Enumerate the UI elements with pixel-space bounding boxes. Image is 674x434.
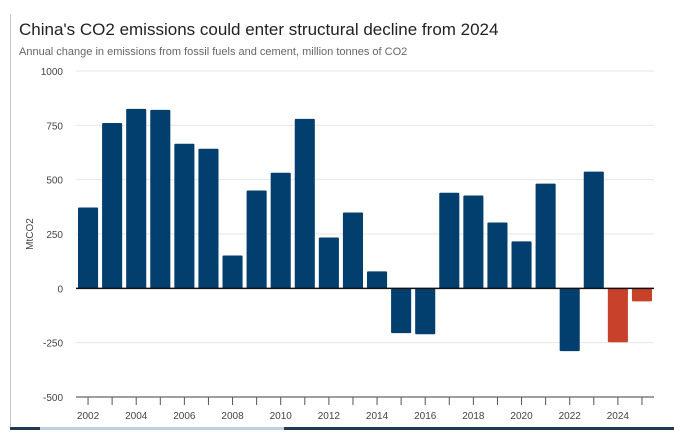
bar-2005 [150,109,171,289]
y-tick-label: 250 [46,230,63,241]
y-tick-label: 0 [57,284,63,295]
bar-2017 [439,192,460,289]
bar-2008 [222,255,243,289]
bar-2012 [318,237,339,289]
bar-2018 [463,195,484,289]
x-tick-label: 2020 [510,411,533,422]
bar-2003 [102,122,123,289]
y-tick-label: -500 [43,393,63,404]
bar-2007 [198,148,219,289]
y-tick-label: 500 [46,176,63,187]
x-tick-label: 2012 [318,411,341,422]
bar-2022 [559,288,580,352]
bar-2024 [607,288,628,343]
chart-subtitle: Annual change in emissions from fossil f… [19,46,408,58]
bar-2002 [78,207,99,289]
bar-2015 [391,288,412,334]
x-tick-label: 2006 [173,411,196,422]
bottom-bar-highlight [40,427,284,430]
y-tick-label: 750 [46,121,63,132]
bar-2025 [631,288,652,302]
y-tick-label: 1000 [41,67,64,78]
x-tick-label: 2008 [221,411,244,422]
x-tick-label: 2004 [125,411,148,422]
left-border [10,14,11,428]
x-tick-label: 2022 [559,411,582,422]
x-tick-label: 2002 [77,411,100,422]
x-tick-label: 2018 [462,411,485,422]
bar-2009 [246,190,267,289]
bar-2006 [174,143,195,289]
bar-2004 [126,108,147,289]
bar-2023 [583,171,604,289]
bar-2016 [415,288,436,335]
bar-2011 [294,118,315,289]
bar-2019 [487,222,508,289]
x-tick-label: 2014 [366,411,389,422]
bottom-bar [10,427,674,430]
bar-2014 [367,271,388,289]
x-tick-label: 2024 [607,411,630,422]
x-tick-label: 2010 [270,411,293,422]
bar-2020 [511,241,532,289]
chart-title: China's CO2 emissions could enter struct… [19,20,499,39]
bar-2010 [270,172,291,289]
bar-2021 [535,183,556,289]
bar-2013 [342,212,363,289]
y-axis-label: MtCO2 [25,218,36,250]
x-tick-label: 2016 [414,411,437,422]
y-tick-label: -250 [43,339,63,350]
